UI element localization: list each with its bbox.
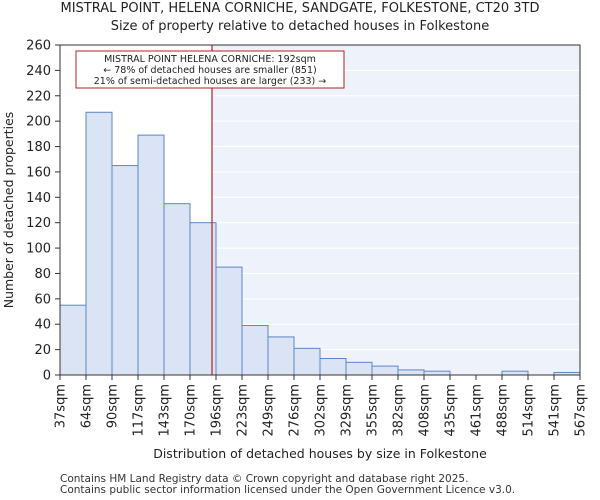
- y-tick-label: 220: [26, 89, 51, 104]
- y-tick-label: 0: [43, 369, 51, 384]
- y-axis-ticks: 0 20 40 60 80 100 120 140 160 180 200 220 240 260: [26, 39, 60, 384]
- y-tick-label: 240: [26, 64, 51, 79]
- bar: [241, 325, 269, 376]
- chart-subtitle: Size of property relative to detached ho…: [110, 19, 490, 34]
- x-tick-label: 249sqm: [262, 384, 277, 437]
- annotation-box: [75, 50, 345, 89]
- footer-line-1: Contains HM Land Registry data © Crown c…: [60, 473, 469, 485]
- annotation-line: MISTRAL POINT HELENA CORNICHE: 192sqm: [104, 54, 316, 65]
- y-tick-label: 140: [26, 191, 51, 206]
- bar: [59, 304, 87, 376]
- plot-frame: [59, 44, 581, 376]
- bar: [319, 358, 347, 376]
- y-tick-label: 120: [26, 216, 51, 231]
- y-tick-label: 40: [34, 318, 51, 333]
- bar: [137, 134, 165, 376]
- annotation-text: MISTRAL POINT HELENA CORNICHE: 192sqm← 7…: [94, 54, 327, 87]
- y-tick-label: 200: [26, 115, 51, 130]
- bars: [59, 111, 581, 376]
- bar: [163, 203, 191, 376]
- x-tick-label: 170sqm: [184, 384, 199, 437]
- x-tick-label: 329sqm: [340, 384, 355, 437]
- y-axis-label: Number of detached properties: [1, 112, 16, 309]
- x-tick-label: 37sqm: [54, 384, 69, 428]
- x-tick-label: 514sqm: [522, 384, 537, 437]
- x-tick-label: 488sqm: [496, 384, 511, 437]
- x-tick-label: 567sqm: [574, 384, 589, 437]
- x-axis-ticks: 37sqm 64sqm 90sqm 117sqm 143sqm 170sqm 196sqm 2…: [54, 375, 589, 437]
- x-tick-label: 223sqm: [236, 384, 251, 437]
- annotation-line: ← 78% of detached houses are smaller (85…: [103, 65, 316, 76]
- x-tick-label: 355sqm: [366, 384, 381, 437]
- bar: [267, 336, 295, 376]
- x-tick-label: 117sqm: [132, 384, 147, 437]
- bar: [397, 369, 425, 376]
- y-tick-label: 180: [26, 140, 51, 155]
- x-tick-label: 461sqm: [470, 384, 485, 437]
- x-tick-label: 196sqm: [210, 384, 225, 437]
- x-tick-label: 143sqm: [158, 384, 173, 437]
- y-tick-label: 80: [34, 267, 51, 282]
- y-tick-label: 60: [34, 292, 51, 307]
- bar: [215, 266, 243, 376]
- y-tick-label: 260: [26, 39, 51, 54]
- x-tick-label: 302sqm: [314, 384, 329, 437]
- larger-region-shading: [212, 45, 580, 375]
- footer-line-2: Contains public sector information licen…: [60, 484, 516, 496]
- x-axis-label: Distribution of detached houses by size …: [153, 446, 487, 461]
- bar: [423, 370, 451, 376]
- bar: [111, 165, 139, 376]
- x-tick-label: 64sqm: [80, 384, 95, 428]
- bar: [293, 347, 321, 376]
- x-tick-label: 382sqm: [392, 384, 407, 437]
- x-tick-label: 90sqm: [106, 384, 121, 428]
- bar: [371, 365, 399, 376]
- y-tick-label: 20: [34, 343, 51, 358]
- x-tick-label: 541sqm: [548, 384, 563, 437]
- x-tick-label: 435sqm: [444, 384, 459, 437]
- bar: [345, 361, 373, 376]
- x-tick-label: 408sqm: [418, 384, 433, 437]
- annotation-line: 21% of semi-detached houses are larger (…: [94, 76, 327, 87]
- chart-title: MISTRAL POINT, HELENA CORNICHE, SANDGATE…: [60, 1, 540, 16]
- y-tick-label: 100: [26, 242, 51, 257]
- bar: [501, 370, 529, 376]
- y-tick-label: 160: [26, 165, 51, 180]
- bar: [85, 111, 113, 376]
- x-tick-label: 276sqm: [288, 384, 303, 437]
